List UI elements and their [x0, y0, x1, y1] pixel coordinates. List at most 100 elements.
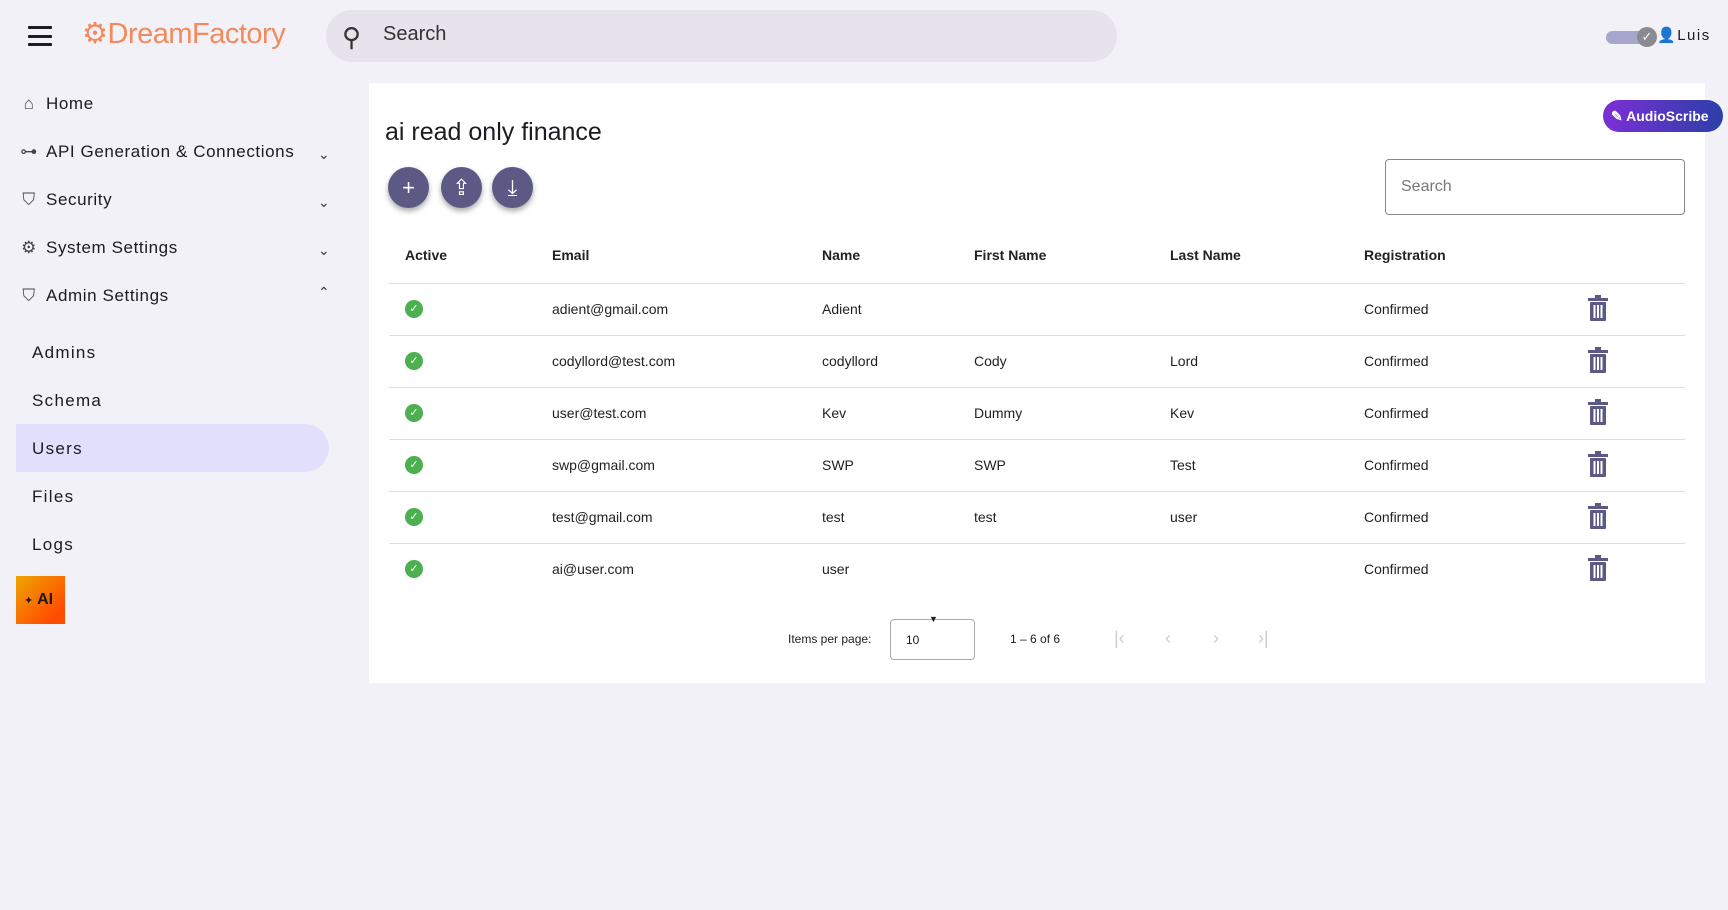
- sidebar-item-logs[interactable]: Logs: [32, 535, 75, 554]
- theme-toggle[interactable]: [1606, 31, 1646, 44]
- cell-first: Cody: [974, 353, 1007, 369]
- cell-email: user@test.com: [552, 405, 647, 421]
- cell-first: SWP: [974, 457, 1006, 473]
- global-search[interactable]: ⚲ Search: [326, 10, 1117, 62]
- ai-button[interactable]: ✦ AI: [16, 576, 65, 624]
- upload-icon: ⇪: [452, 175, 471, 200]
- column-header-last-name[interactable]: Last Name: [1170, 247, 1241, 263]
- row-divider: [389, 491, 1685, 492]
- admin-shield-icon: ⛉: [22, 286, 36, 305]
- cell-first: Dummy: [974, 405, 1023, 421]
- sidebar-item-files[interactable]: Files: [32, 487, 75, 506]
- cell-email: ai@user.com: [552, 561, 634, 577]
- last-page-icon[interactable]: ›|: [1258, 628, 1269, 648]
- upload-button[interactable]: ⇪: [441, 167, 482, 208]
- sidebar-item-users[interactable]: Users: [32, 439, 83, 458]
- sidebar-item-security[interactable]: ⛉ Security: [18, 190, 112, 210]
- delete-icon[interactable]: [1587, 555, 1609, 581]
- dropdown-arrow-icon: ▼: [929, 614, 938, 624]
- delete-icon[interactable]: [1587, 503, 1609, 529]
- cell-registration: Confirmed: [1364, 405, 1429, 421]
- table-row[interactable]: ✓ swp@gmail.com SWP SWP Test Confirmed: [389, 439, 1685, 491]
- sidebar-item-home[interactable]: ⌂ Home: [18, 94, 94, 114]
- sidebar-item-admins[interactable]: Admins: [32, 343, 97, 362]
- user-icon: 👤: [1657, 27, 1678, 44]
- delete-icon[interactable]: [1587, 451, 1609, 477]
- label: Home: [46, 94, 94, 113]
- download-icon: ⤓: [507, 175, 518, 200]
- delete-icon[interactable]: [1587, 399, 1609, 425]
- cell-last: Lord: [1170, 353, 1199, 369]
- sidebar-item-system-settings[interactable]: ⚙ System Settings: [18, 238, 178, 258]
- column-header-email[interactable]: Email: [552, 247, 590, 263]
- row-divider: [389, 283, 1685, 284]
- table-row[interactable]: ✓ test@gmail.com test test user Confirmed: [389, 491, 1685, 543]
- active-check-icon: ✓: [405, 456, 423, 474]
- sidebar-item-schema[interactable]: Schema: [32, 391, 103, 410]
- column-header-active[interactable]: Active: [405, 247, 448, 263]
- next-page-icon[interactable]: ›: [1213, 628, 1219, 648]
- cell-email: adient@gmail.com: [552, 301, 669, 317]
- user-menu[interactable]: 👤Luis: [1657, 27, 1711, 44]
- table-row[interactable]: ✓ user@test.com Kev Dummy Kev Confirmed: [389, 387, 1685, 439]
- cell-name: Kev: [822, 405, 847, 421]
- active-check-icon: ✓: [405, 404, 423, 422]
- cell-registration: Confirmed: [1364, 457, 1429, 473]
- search-icon: ⚲: [342, 22, 362, 52]
- active-check-icon: ✓: [405, 508, 423, 526]
- row-divider: [389, 387, 1685, 388]
- column-header-name[interactable]: Name: [822, 247, 861, 263]
- active-check-icon: ✓: [405, 352, 423, 370]
- cell-name: user: [822, 561, 850, 577]
- logo: ⚙DreamFactory: [82, 18, 286, 50]
- items-per-page-select[interactable]: 10 ▼: [890, 614, 975, 660]
- cell-registration: Confirmed: [1364, 353, 1429, 369]
- cell-registration: Confirmed: [1364, 301, 1429, 317]
- cell-first: test: [974, 509, 997, 525]
- label: API Generation & Connections: [46, 142, 295, 161]
- cell-email: test@gmail.com: [552, 509, 653, 525]
- delete-icon[interactable]: [1587, 295, 1609, 321]
- cell-name: test: [822, 509, 845, 525]
- cell-last: user: [1170, 509, 1198, 525]
- active-check-icon: ✓: [405, 560, 423, 578]
- active-check-icon: ✓: [405, 300, 423, 318]
- magic-wand-icon: ✎: [1611, 108, 1623, 124]
- label: Admin Settings: [46, 286, 169, 305]
- row-divider: [389, 335, 1685, 336]
- toggle-knob[interactable]: ✓: [1637, 27, 1657, 47]
- column-header-registration[interactable]: Registration: [1364, 247, 1446, 263]
- row-divider: [389, 543, 1685, 544]
- delete-icon[interactable]: [1587, 347, 1609, 373]
- add-button[interactable]: +: [388, 167, 429, 208]
- menu-button[interactable]: [28, 26, 52, 46]
- content-card: [369, 83, 1705, 683]
- plus-icon: +: [402, 175, 415, 200]
- gear-icon: ⚙: [21, 238, 37, 257]
- table-row[interactable]: ✓ codyllord@test.com codyllord Cody Lord Conf…: [389, 335, 1685, 387]
- cell-email: swp@gmail.com: [552, 457, 655, 473]
- cell-name: Adient: [822, 301, 862, 317]
- first-page-icon[interactable]: |‹: [1114, 628, 1125, 648]
- home-icon: ⌂: [23, 94, 35, 113]
- column-header-first-name[interactable]: First Name: [974, 247, 1047, 263]
- table-row[interactable]: ✓ adient@gmail.com Adient Confirmed: [389, 283, 1685, 335]
- sidebar-item-admin-settings[interactable]: ⛉ Admin Settings: [18, 286, 169, 306]
- table-search-input[interactable]: Search: [1385, 159, 1685, 215]
- items-per-page-label: Items per page:: [788, 632, 872, 646]
- api-icon: ⊶: [20, 142, 38, 161]
- chevron-down-icon[interactable]: ⌄: [318, 194, 330, 210]
- sidebar-item-api[interactable]: ⊶ API Generation & Connections: [18, 142, 294, 162]
- chevron-up-icon[interactable]: ⌃: [318, 284, 330, 300]
- table-row[interactable]: ✓ ai@user.com user Confirmed: [389, 543, 1685, 595]
- page-title: ai read only finance: [385, 118, 602, 146]
- prev-page-icon[interactable]: ‹: [1165, 628, 1171, 648]
- chevron-down-icon[interactable]: ⌄: [318, 242, 330, 258]
- chevron-down-icon[interactable]: ⌄: [318, 146, 330, 162]
- audioscribe-button[interactable]: ✎ AudioScribe: [1603, 100, 1723, 132]
- search-placeholder: Search: [383, 23, 447, 45]
- shield-icon: ⛉: [22, 190, 36, 209]
- selected-highlight: [16, 424, 329, 472]
- download-button[interactable]: ⤓: [492, 167, 533, 208]
- cell-name: SWP: [822, 457, 854, 473]
